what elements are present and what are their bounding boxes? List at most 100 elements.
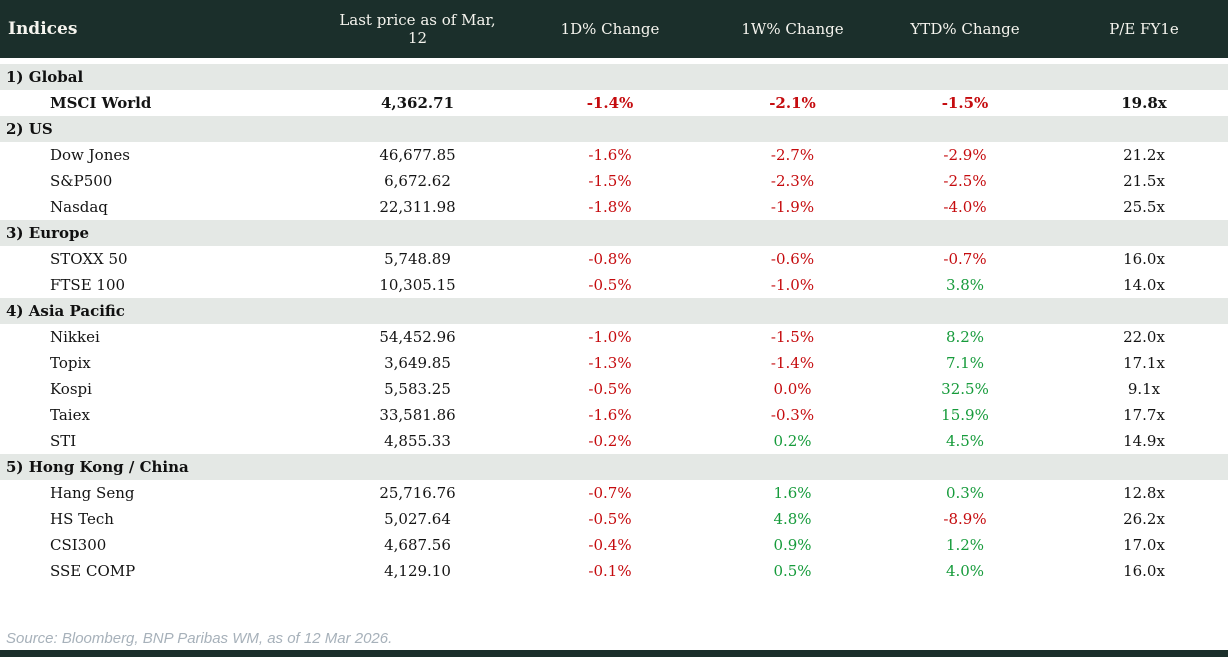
change-1d-cell: -0.5% xyxy=(588,380,632,398)
change-ytd-cell: 4.0% xyxy=(945,562,985,580)
index-row: MSCI World 4,362.71 -1.4% -2.1% -1.5% 19.8x xyxy=(0,90,1228,116)
index-row: STOXX 50 5,748.89 -0.8% -0.6% -0.7% 16.0x xyxy=(0,246,1228,272)
change-ytd-cell: -0.7% xyxy=(943,250,987,268)
change-1w-cell: -0.6% xyxy=(770,250,815,268)
index-name-cell: STOXX 50 xyxy=(50,250,128,268)
pe-cell: 17.7x xyxy=(1123,406,1165,424)
last-price-cell: 4,129.10 xyxy=(384,562,451,580)
last-price-cell: 6,672.62 xyxy=(384,172,451,190)
index-row: Topix 3,649.85 -1.3% -1.4% 7.1% 17.1x xyxy=(0,350,1228,376)
index-row: S&P500 6,672.62 -1.5% -2.3% -2.5% 21.5x xyxy=(0,168,1228,194)
change-1d-cell: -0.2% xyxy=(588,432,632,450)
section-row: 3) Europe xyxy=(0,220,1228,246)
last-price-cell: 33,581.86 xyxy=(379,406,456,424)
last-price-cell: 4,687.56 xyxy=(384,536,451,554)
index-name-cell: FTSE 100 xyxy=(50,276,126,294)
pe-cell: 19.8x xyxy=(1121,94,1167,112)
index-name-cell: Kospi xyxy=(50,380,92,398)
section-row: 5) Hong Kong / China xyxy=(0,454,1228,480)
column-header-1d-change: 1D% Change xyxy=(560,20,660,38)
change-ytd-cell: 4.5% xyxy=(945,432,985,450)
pe-cell: 21.5x xyxy=(1123,172,1165,190)
pe-cell: 14.9x xyxy=(1123,432,1165,450)
change-ytd-cell: 0.3% xyxy=(945,484,985,502)
change-1w-cell: -1.4% xyxy=(770,354,815,372)
change-1w-cell: 4.8% xyxy=(773,510,812,528)
column-header-indices: Indices xyxy=(8,19,78,39)
change-1w-cell: -2.1% xyxy=(769,94,816,112)
change-ytd-cell: -8.9% xyxy=(943,510,987,528)
change-1d-cell: -1.8% xyxy=(588,198,632,216)
last-price-cell: 5,583.25 xyxy=(384,380,451,398)
change-1w-cell: 0.9% xyxy=(773,536,812,554)
index-name-cell: CSI300 xyxy=(50,536,107,554)
index-name-cell: STI xyxy=(50,432,77,450)
index-name-cell: S&P500 xyxy=(50,172,113,190)
last-price-cell: 4,362.71 xyxy=(380,94,455,112)
change-1w-cell: 1.6% xyxy=(773,484,812,502)
change-ytd-cell: -4.0% xyxy=(943,198,987,216)
section-row: 2) US xyxy=(0,116,1228,142)
change-1d-cell: -0.7% xyxy=(588,484,632,502)
pe-cell: 26.2x xyxy=(1123,510,1165,528)
pe-cell: 25.5x xyxy=(1123,198,1165,216)
pe-cell: 16.0x xyxy=(1123,562,1165,580)
column-header-last-price: Last price as of Mar, 12 xyxy=(339,11,496,47)
index-row: STI 4,855.33 -0.2% 0.2% 4.5% 14.9x xyxy=(0,428,1228,454)
change-1d-cell: -1.3% xyxy=(588,354,632,372)
last-price-cell: 5,027.64 xyxy=(384,510,451,528)
last-price-cell: 25,716.76 xyxy=(379,484,456,502)
pe-cell: 17.0x xyxy=(1123,536,1165,554)
column-header-1w-change: 1W% Change xyxy=(741,20,844,38)
index-name-cell: Nikkei xyxy=(50,328,100,346)
column-header-pe: P/E FY1e xyxy=(1109,20,1179,38)
change-1w-cell: -2.3% xyxy=(770,172,815,190)
change-1w-cell: 0.5% xyxy=(773,562,812,580)
change-1d-cell: -0.5% xyxy=(588,510,632,528)
index-row: Nasdaq 22,311.98 -1.8% -1.9% -4.0% 25.5x xyxy=(0,194,1228,220)
change-1w-cell: -0.3% xyxy=(770,406,815,424)
pe-cell: 17.1x xyxy=(1123,354,1165,372)
change-1d-cell: -1.0% xyxy=(588,328,632,346)
change-ytd-cell: -2.5% xyxy=(943,172,987,190)
index-name-cell: Taiex xyxy=(50,406,90,424)
index-name-cell: SSE COMP xyxy=(50,562,136,580)
section-row: 4) Asia Pacific xyxy=(0,298,1228,324)
change-ytd-cell: 32.5% xyxy=(941,380,989,398)
change-1w-cell: -1.0% xyxy=(770,276,815,294)
last-price-cell: 10,305.15 xyxy=(379,276,456,294)
index-name-cell: Nasdaq xyxy=(50,198,108,216)
bottom-bar xyxy=(0,650,1228,657)
change-ytd-cell: 7.1% xyxy=(945,354,985,372)
index-name-cell: HS Tech xyxy=(50,510,114,528)
index-name-cell: MSCI World xyxy=(50,94,152,112)
last-price-cell: 4,855.33 xyxy=(384,432,451,450)
change-ytd-cell: -2.9% xyxy=(943,146,987,164)
index-name-cell: Dow Jones xyxy=(50,146,130,164)
pe-cell: 14.0x xyxy=(1123,276,1165,294)
index-row: SSE COMP 4,129.10 -0.1% 0.5% 4.0% 16.0x xyxy=(0,558,1228,584)
change-ytd-cell: -1.5% xyxy=(941,94,989,112)
index-row: FTSE 100 10,305.15 -0.5% -1.0% 3.8% 14.0x xyxy=(0,272,1228,298)
last-price-cell: 54,452.96 xyxy=(379,328,456,346)
last-price-cell: 46,677.85 xyxy=(379,146,456,164)
table-header-row: Indices Last price as of Mar, 12 1D% Cha… xyxy=(0,0,1228,58)
index-name-cell: Topix xyxy=(50,354,91,372)
change-1d-cell: -1.6% xyxy=(588,406,632,424)
change-1d-cell: -0.5% xyxy=(588,276,632,294)
change-ytd-cell: 8.2% xyxy=(945,328,985,346)
index-row: Kospi 5,583.25 -0.5% 0.0% 32.5% 9.1x xyxy=(0,376,1228,402)
source-note: Source: Bloomberg, BNP Paribas WM, as of… xyxy=(6,630,393,647)
change-ytd-cell: 3.8% xyxy=(945,276,985,294)
pe-cell: 9.1x xyxy=(1127,380,1161,398)
index-row: CSI300 4,687.56 -0.4% 0.9% 1.2% 17.0x xyxy=(0,532,1228,558)
pe-cell: 22.0x xyxy=(1123,328,1165,346)
change-1d-cell: -1.5% xyxy=(588,172,632,190)
pe-cell: 16.0x xyxy=(1123,250,1165,268)
pe-cell: 21.2x xyxy=(1123,146,1165,164)
change-1d-cell: -1.6% xyxy=(588,146,632,164)
change-1d-cell: -0.1% xyxy=(588,562,632,580)
change-1w-cell: -1.5% xyxy=(770,328,815,346)
section-row: 1) Global xyxy=(0,64,1228,90)
pe-cell: 12.8x xyxy=(1123,484,1165,502)
